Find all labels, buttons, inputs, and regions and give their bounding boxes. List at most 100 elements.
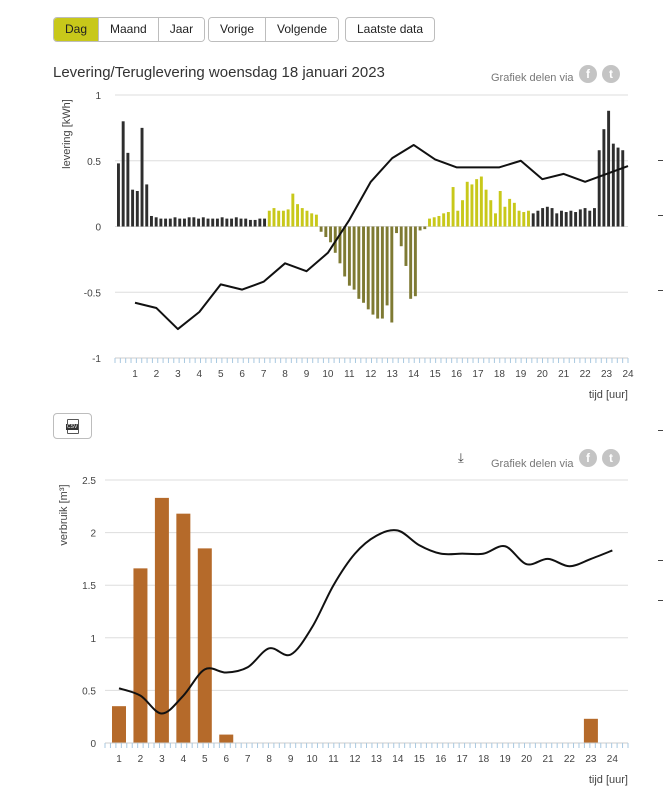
levering-bar bbox=[149, 215, 153, 227]
levering-bar bbox=[446, 212, 450, 227]
twitter-icon-2[interactable]: t bbox=[602, 449, 620, 467]
levering-bar bbox=[206, 218, 210, 227]
x-tick-label: 19 bbox=[515, 369, 527, 380]
latest-data-button[interactable]: Laatste data bbox=[345, 17, 436, 42]
gas-bar bbox=[176, 513, 191, 743]
levering-bar bbox=[545, 206, 549, 227]
levering-bar bbox=[385, 226, 389, 306]
previous-button[interactable]: Vorige bbox=[209, 18, 266, 41]
next-button[interactable]: Volgende bbox=[265, 18, 339, 41]
x-tick-label: 17 bbox=[457, 754, 469, 765]
levering-bar bbox=[286, 209, 290, 227]
x-tick-label: 3 bbox=[175, 369, 181, 380]
x-tick-label: 6 bbox=[223, 754, 229, 765]
levering-bar bbox=[508, 198, 512, 227]
edge-mark bbox=[658, 290, 663, 291]
x-tick-label: 23 bbox=[601, 369, 613, 380]
x-tick-label: 12 bbox=[349, 754, 361, 765]
levering-bar bbox=[244, 218, 248, 227]
x-tick-label: 4 bbox=[181, 754, 187, 765]
levering-bar bbox=[607, 110, 611, 227]
levering-bar bbox=[494, 213, 497, 227]
facebook-icon[interactable]: f bbox=[579, 65, 597, 83]
levering-bar bbox=[498, 190, 502, 227]
levering-bar bbox=[178, 218, 182, 227]
levering-bar bbox=[121, 121, 125, 227]
x-tick-label: 9 bbox=[304, 369, 310, 380]
levering-bar bbox=[211, 218, 215, 227]
levering-bar bbox=[611, 143, 615, 227]
period-selector: Dag Maand Jaar bbox=[53, 17, 206, 42]
temperature-line bbox=[134, 143, 629, 331]
levering-bar bbox=[442, 213, 446, 227]
levering-bar bbox=[376, 226, 380, 319]
levering-bar bbox=[131, 189, 135, 227]
x-tick-label: 2 bbox=[138, 754, 144, 765]
levering-bar bbox=[428, 218, 431, 227]
levering-bar bbox=[602, 129, 606, 227]
day-button[interactable]: Dag bbox=[54, 18, 99, 41]
x-axis-title: tijd [uur] bbox=[589, 774, 628, 786]
levering-bar bbox=[281, 210, 285, 227]
x-tick-label: 21 bbox=[542, 754, 554, 765]
year-button[interactable]: Jaar bbox=[157, 18, 205, 41]
x-tick-label: 15 bbox=[430, 369, 442, 380]
levering-bar bbox=[475, 179, 479, 227]
x-tick-label: 6 bbox=[239, 369, 245, 380]
x-tick-label: 1 bbox=[116, 754, 122, 765]
levering-bar bbox=[479, 176, 483, 227]
levering-bar bbox=[597, 150, 601, 227]
levering-bar bbox=[578, 209, 582, 227]
levering-bar bbox=[399, 226, 403, 247]
levering-bar bbox=[310, 213, 314, 227]
x-tick-label: 3 bbox=[159, 754, 165, 765]
y-tick-label: 0.5 bbox=[87, 157, 101, 168]
levering-bar bbox=[470, 184, 474, 227]
x-tick-label: 14 bbox=[392, 754, 404, 765]
levering-bar bbox=[409, 226, 413, 299]
levering-bar bbox=[135, 190, 139, 227]
levering-bar bbox=[164, 218, 168, 227]
levering-bar bbox=[154, 217, 158, 227]
twitter-icon[interactable]: t bbox=[602, 65, 620, 83]
y-tick-label: 1 bbox=[95, 91, 101, 102]
levering-bar bbox=[451, 187, 455, 227]
levering-bar bbox=[550, 208, 554, 227]
x-tick-label: 19 bbox=[500, 754, 512, 765]
levering-bar bbox=[456, 210, 460, 227]
x-tick-label: 16 bbox=[451, 369, 463, 380]
x-tick-label: 7 bbox=[261, 369, 267, 380]
x-tick-label: 13 bbox=[387, 369, 399, 380]
temperature-line bbox=[118, 529, 613, 715]
levering-bar bbox=[465, 181, 469, 227]
levering-bar bbox=[291, 193, 295, 227]
levering-bar bbox=[215, 218, 219, 227]
levering-bar bbox=[512, 202, 516, 227]
levering-bar bbox=[413, 226, 417, 297]
levering-bar bbox=[263, 218, 267, 227]
month-button[interactable]: Maand bbox=[98, 18, 158, 41]
x-tick-label: 24 bbox=[622, 369, 634, 380]
levering-bar bbox=[234, 217, 238, 227]
levering-bar bbox=[182, 218, 186, 227]
x-tick-label: 24 bbox=[607, 754, 619, 765]
x-tick-label: 12 bbox=[365, 369, 377, 380]
facebook-icon-2[interactable]: f bbox=[579, 449, 597, 467]
levering-bar bbox=[277, 210, 281, 227]
levering-bar bbox=[338, 226, 342, 264]
csv-export-button[interactable]: CSV bbox=[53, 413, 92, 439]
levering-bar bbox=[343, 226, 347, 277]
levering-bar bbox=[461, 200, 464, 227]
levering-bar bbox=[357, 226, 361, 299]
y-tick-label: -1 bbox=[92, 354, 101, 365]
levering-bar bbox=[333, 226, 337, 253]
levering-bar bbox=[522, 212, 526, 227]
levering-bar bbox=[140, 127, 144, 227]
x-axis-title: tijd [uur] bbox=[589, 389, 628, 401]
gas-bar bbox=[112, 706, 126, 743]
levering-bar bbox=[564, 212, 568, 227]
levering-bar bbox=[347, 226, 351, 286]
sort-icon[interactable]: ⤓ bbox=[458, 450, 464, 465]
x-tick-label: 22 bbox=[564, 754, 576, 765]
levering-bar bbox=[437, 215, 441, 227]
